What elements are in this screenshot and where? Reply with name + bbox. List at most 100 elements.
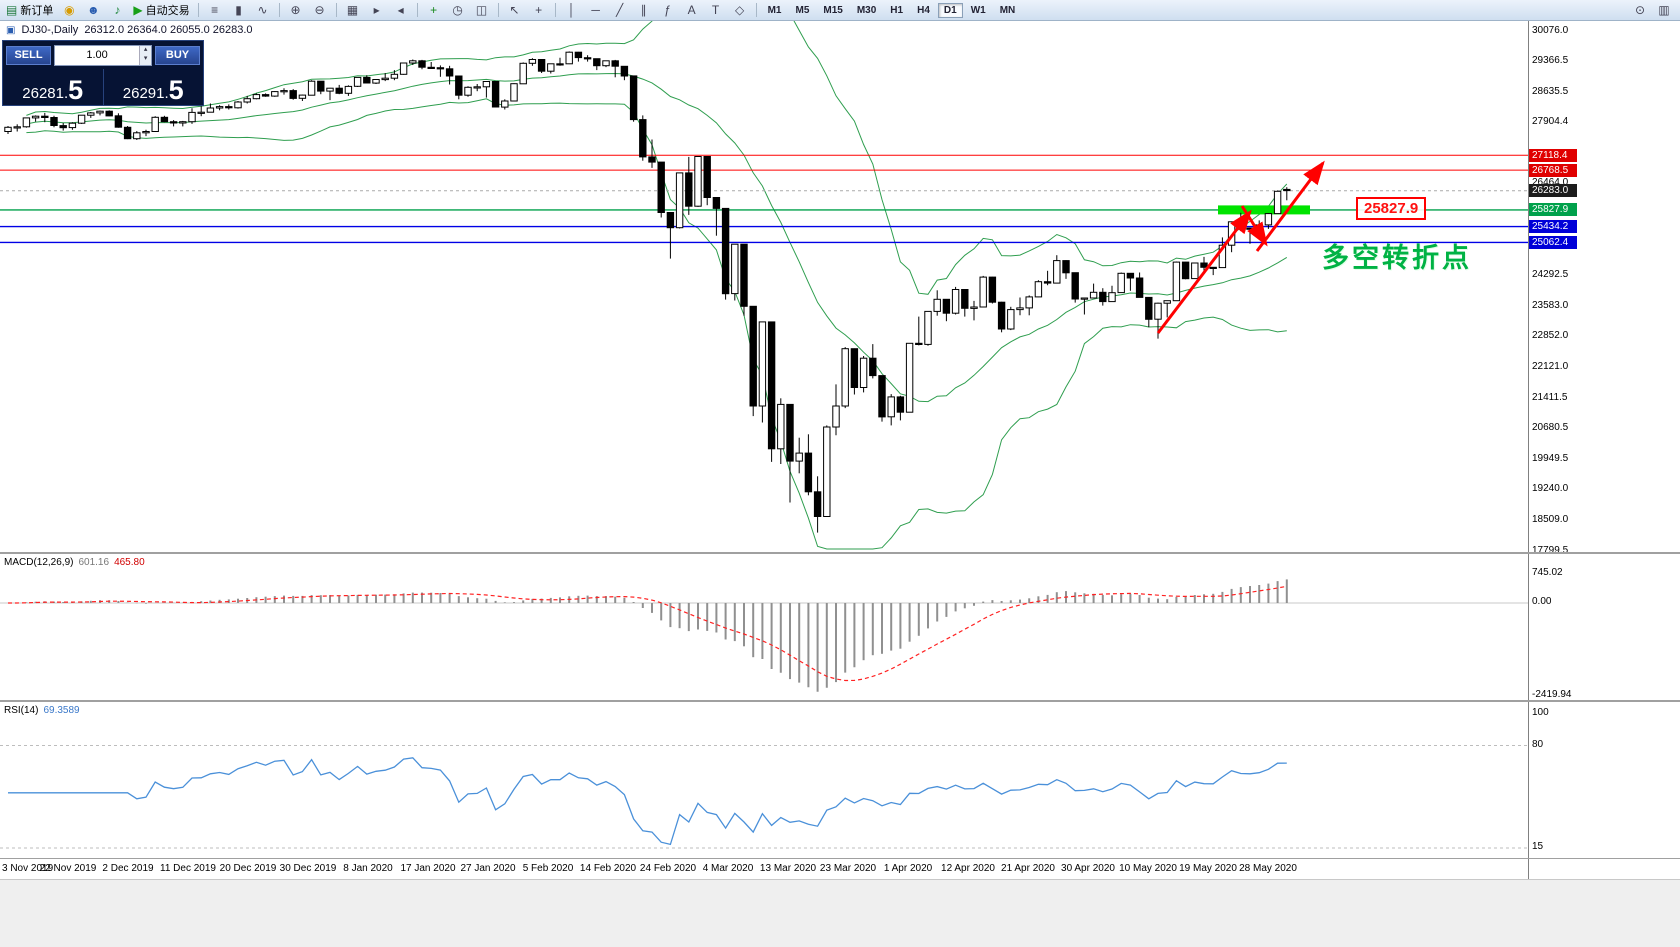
bar-chart-icon[interactable]: ≡ bbox=[204, 1, 226, 19]
horizontal-line-icon-glyph: ─ bbox=[591, 3, 600, 17]
auto-scroll-icon[interactable]: ▸ bbox=[366, 1, 388, 19]
panel-divider bbox=[0, 858, 1680, 859]
price-axis-label: 28635.5 bbox=[1532, 86, 1569, 97]
panel-divider[interactable] bbox=[0, 700, 1680, 702]
zoom-out-icon[interactable]: ⊖ bbox=[309, 1, 331, 19]
channel-icon-glyph: ∥ bbox=[640, 3, 647, 17]
price-axis-label: 27904.4 bbox=[1532, 116, 1569, 127]
sell-price: 26281. 5 bbox=[22, 75, 84, 105]
volume-down-button[interactable]: ▾ bbox=[140, 55, 151, 65]
volume-input[interactable] bbox=[55, 45, 140, 65]
timeframe-h1[interactable]: H1 bbox=[890, 4, 904, 16]
add-indicator-icon[interactable]: + bbox=[423, 1, 445, 19]
label-icon[interactable]: T bbox=[705, 1, 727, 19]
price-axis-label: 80 bbox=[1532, 739, 1544, 750]
price-axis-label: 26283.0 bbox=[1529, 184, 1577, 197]
fibonacci-icon-glyph: ƒ bbox=[664, 3, 671, 17]
new-chart-icon[interactable]: ▥ bbox=[1658, 3, 1670, 17]
chart-icon: ▣ bbox=[6, 24, 16, 36]
price-axis-label: 20680.5 bbox=[1532, 422, 1569, 433]
timeframe-m1[interactable]: M1 bbox=[767, 4, 782, 16]
buy-button[interactable]: BUY bbox=[155, 45, 200, 65]
timeframe-m15[interactable]: M15 bbox=[823, 4, 843, 16]
horizontal-line-icon[interactable]: ─ bbox=[585, 1, 607, 19]
price-axis-label: 27118.4 bbox=[1529, 149, 1577, 162]
line-chart-icon[interactable]: ∿ bbox=[252, 1, 274, 19]
macd-panel[interactable] bbox=[0, 554, 1528, 700]
timeframe-mn[interactable]: MN bbox=[999, 4, 1016, 16]
price-axis-label: 26768.5 bbox=[1529, 164, 1577, 177]
search-icon[interactable]: ⊙ bbox=[1634, 3, 1646, 17]
time-axis-label: 8 Jan 2020 bbox=[343, 863, 393, 874]
autotrade-button[interactable]: ▶ 自动交易 bbox=[130, 1, 192, 19]
price-axis-label: 100 bbox=[1532, 707, 1549, 718]
price-level-annotation: 25827.9 bbox=[1356, 197, 1427, 220]
channel-icon[interactable]: ∥ bbox=[633, 1, 655, 19]
rsi-panel[interactable] bbox=[0, 702, 1528, 858]
time-axis-label: 30 Apr 2020 bbox=[1061, 863, 1115, 874]
new-order-button[interactable]: ▤ 新订单 bbox=[3, 1, 56, 19]
toolbar-separator bbox=[554, 3, 556, 17]
objects-list-icon[interactable]: ◫ bbox=[471, 1, 493, 19]
cycles-icon[interactable]: ◷ bbox=[447, 1, 469, 19]
gold-icon[interactable]: ◉ bbox=[58, 1, 80, 19]
time-axis-label: 12 Apr 2020 bbox=[941, 863, 995, 874]
ohlc-values: 26312.0 26364.0 26055.0 26283.0 bbox=[84, 24, 253, 36]
crosshair-icon[interactable]: + bbox=[528, 1, 550, 19]
tile-windows-icon[interactable]: ▦ bbox=[342, 1, 364, 19]
price-axis-label: 22852.0 bbox=[1532, 330, 1569, 341]
price-axis[interactable]: 30076.0 29366.5 28635.5 27904.4 27118.4 26768… bbox=[1528, 20, 1680, 879]
main-chart[interactable] bbox=[0, 20, 1528, 552]
price-axis-label: 22121.0 bbox=[1532, 361, 1569, 372]
toolbar-separator bbox=[755, 3, 757, 17]
text-icon-glyph: A bbox=[687, 3, 696, 17]
fibonacci-icon[interactable]: ƒ bbox=[657, 1, 679, 19]
toolbar-separator bbox=[497, 3, 499, 17]
sound-icon[interactable]: ♪ bbox=[106, 1, 128, 19]
trendline-icon[interactable]: ╱ bbox=[609, 1, 631, 19]
chart-shift-icon[interactable]: ◂ bbox=[390, 1, 412, 19]
macd-value-main: 601.16 bbox=[78, 557, 110, 568]
price-axis-label: 30076.0 bbox=[1532, 25, 1569, 36]
text-icon[interactable]: A bbox=[681, 1, 703, 19]
timeframe-w1[interactable]: W1 bbox=[970, 4, 986, 16]
price-divider bbox=[102, 69, 104, 105]
time-axis-label: 10 May 2020 bbox=[1119, 863, 1177, 874]
rsi-header: RSI(14) 69.3589 bbox=[4, 705, 80, 716]
turning-point-text: 多空转折点 bbox=[1322, 243, 1472, 273]
time-axis-label: 3 Nov 2019 bbox=[2, 863, 54, 874]
time-axis-label: 22 Nov 2019 bbox=[39, 863, 97, 874]
zoom-in-icon[interactable]: ⊕ bbox=[285, 1, 307, 19]
toolbar-right-items: ⊙ ▥ bbox=[1628, 0, 1676, 20]
time-axis-label: 4 Mar 2020 bbox=[702, 863, 754, 874]
time-axis-label: 28 May 2020 bbox=[1239, 863, 1297, 874]
autotrade-glyph: ▶ bbox=[133, 3, 143, 17]
line-chart-icon-glyph: ∿ bbox=[257, 3, 268, 17]
sell-button[interactable]: SELL bbox=[6, 45, 51, 65]
symbol-name: DJ30-,Daily bbox=[21, 24, 79, 36]
time-axis[interactable]: 3 Nov 2019 22 Nov 2019 2 Dec 2019 11 Dec 20… bbox=[0, 859, 1528, 878]
one-click-trading-panel: SELL ▴ ▾ BUY 26281.5 26291.5 bbox=[2, 40, 204, 106]
panel-divider[interactable] bbox=[0, 552, 1680, 554]
candlestick-icon-glyph: ▮ bbox=[235, 3, 242, 17]
macd-label: MACD(12,26,9) bbox=[4, 557, 74, 568]
vertical-line-icon[interactable]: │ bbox=[561, 1, 583, 19]
profile-icon[interactable]: ☻ bbox=[82, 1, 104, 19]
price-axis-label: 19240.0 bbox=[1532, 483, 1569, 494]
timeframe-m30[interactable]: M30 bbox=[856, 4, 877, 16]
timeframe-m5[interactable]: M5 bbox=[795, 4, 810, 16]
price-axis-label: 25062.4 bbox=[1529, 236, 1577, 249]
volume-up-button[interactable]: ▴ bbox=[140, 45, 151, 55]
cursor-icon[interactable]: ↖ bbox=[504, 1, 526, 19]
candlestick-icon[interactable]: ▮ bbox=[228, 1, 250, 19]
timeframe-d1[interactable]: D1 bbox=[937, 2, 963, 18]
zoom-in-icon-glyph: ⊕ bbox=[290, 3, 301, 17]
main-toolbar: ▤ 新订单 ◉ ☻ ♪ ▶ 自动交易 ≡ ▮ ∿ ⊕ ⊖ ▦ ▸ ◂ + ◷ ◫ ↖ + │ ─ ╱ ∥ ƒ A T ◇ M1 M5 M15… bbox=[0, 0, 1680, 21]
time-axis-label: 2 Dec 2019 bbox=[102, 863, 154, 874]
cursor-icon-glyph: ↖ bbox=[509, 3, 520, 17]
timeframe-h4[interactable]: H4 bbox=[917, 4, 930, 16]
price-axis-label: 19949.5 bbox=[1532, 453, 1569, 464]
shapes-icon[interactable]: ◇ bbox=[729, 1, 751, 19]
price-axis-label: 24292.5 bbox=[1532, 269, 1569, 280]
price-axis-label: 0.00 bbox=[1532, 596, 1552, 607]
